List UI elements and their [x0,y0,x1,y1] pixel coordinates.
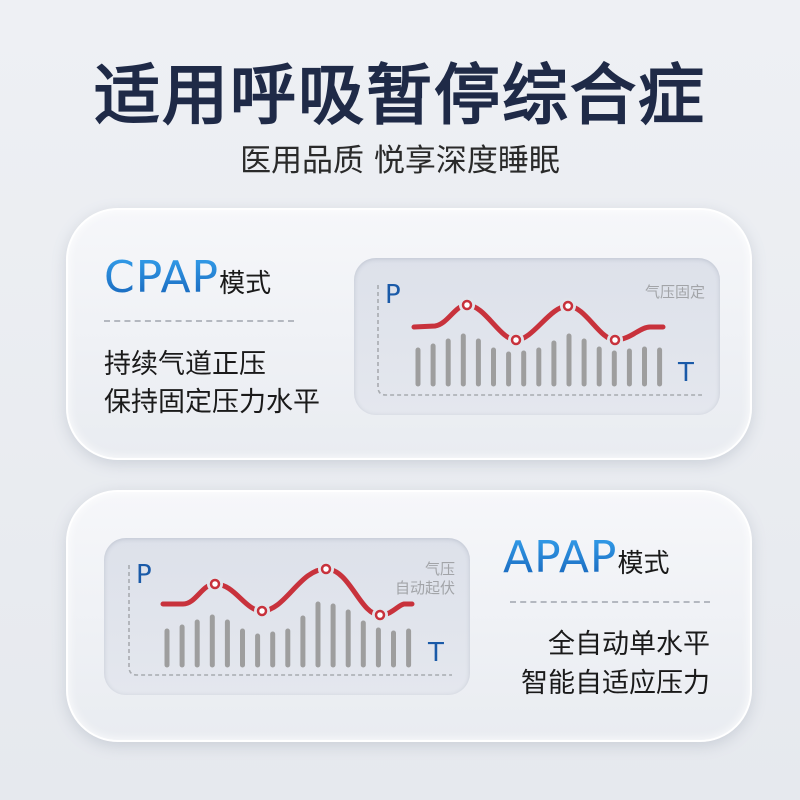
curve-point-marker [320,563,332,575]
apap-mode-suffix: 模式 [617,549,670,579]
curve-point-marker [510,334,522,346]
apap-t-axis-label: T [428,638,444,668]
curve-point-marker [256,605,268,617]
cpap-divider [104,320,294,322]
curve-point-marker [461,299,473,311]
curve-point-marker [209,578,221,590]
apap-mode-label: APAP [503,532,618,583]
apap-line-1: 全自动单水平 [548,629,710,660]
cpap-note: 气压固定 [644,283,705,301]
cpap-t-axis-label: T [678,358,694,388]
cpap-mode-label: CPAP [104,252,220,303]
apap-line-2: 智能自适应压力 [521,668,710,699]
cpap-mode-suffix: 模式 [219,269,272,299]
cpap-chart-panel [354,258,720,415]
curve-point-marker [562,300,574,312]
page-title: 适用呼吸暂停综合症 [94,57,706,134]
apap-heading: APAP模式 [503,532,669,583]
curve-point-marker [374,609,386,621]
cpap-line-1: 持续气道正压 [104,349,266,380]
page-subtitle: 医用品质 悦享深度睡眠 [240,143,560,179]
apap-note: 气压 自动起伏 [360,560,455,598]
apap-divider [510,601,710,603]
axis-line [128,565,452,676]
apap-note-line-2: 自动起伏 [394,579,455,597]
curve-point-marker [609,334,621,346]
cpap-heading: CPAP模式 [104,252,271,303]
apap-note-line-1: 气压 [424,560,455,578]
cpap-p-axis-label: P [385,280,401,310]
axis-line [377,285,702,396]
apap-p-axis-label: P [136,560,152,590]
apap-chart-panel [104,538,470,695]
cpap-line-2: 保持固定压力水平 [104,387,320,418]
